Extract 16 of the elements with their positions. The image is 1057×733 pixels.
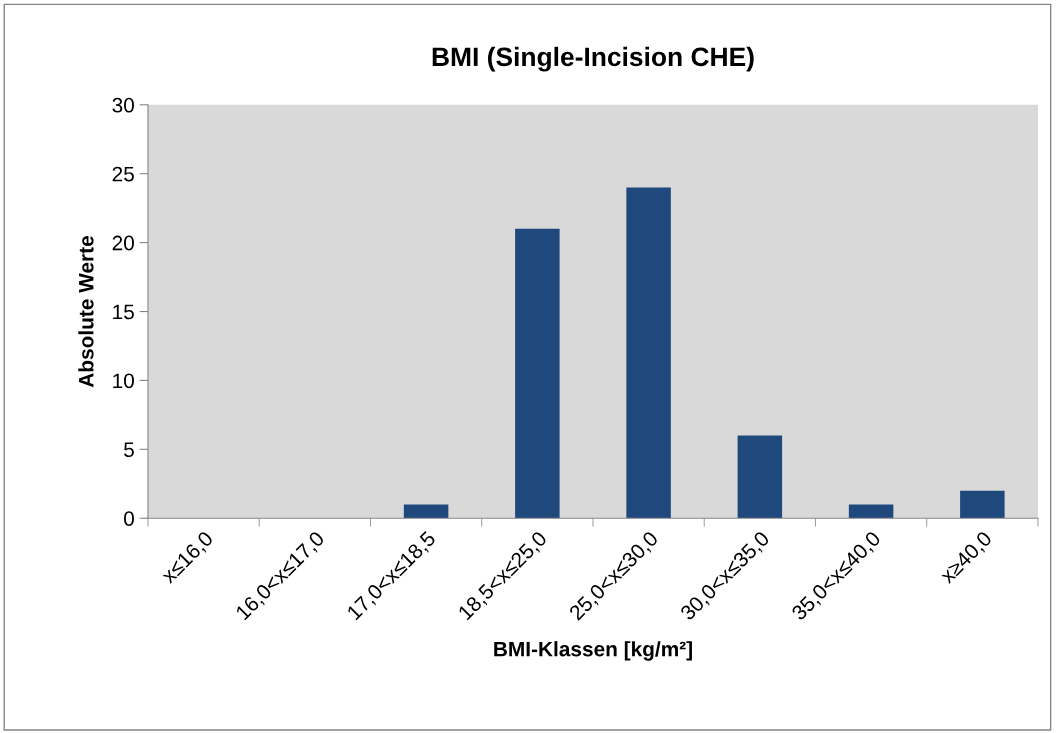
x-axis-title: BMI-Klassen [kg/m²] <box>494 641 692 661</box>
y-tick-label: 15 <box>113 304 134 320</box>
y-tick-label: 0 <box>124 511 134 526</box>
y-tick-label: 10 <box>113 373 134 389</box>
y-axis-title: Absolute Werte <box>78 236 94 388</box>
y-tick-label: 20 <box>112 235 134 251</box>
bar <box>626 187 671 519</box>
bar <box>403 504 449 519</box>
bar <box>515 228 560 519</box>
y-tick-label: 5 <box>124 442 134 458</box>
bar <box>737 435 783 519</box>
bar <box>848 504 894 519</box>
y-tick-label: 30 <box>112 97 134 113</box>
bar <box>960 490 1005 519</box>
y-tick-label: 25 <box>112 166 134 182</box>
chart-title: BMI (Single-Incision CHE) <box>432 46 754 72</box>
